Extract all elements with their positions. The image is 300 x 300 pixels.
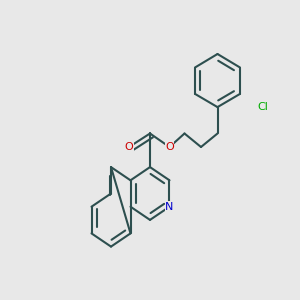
Text: O: O [165,142,174,152]
Text: O: O [124,142,134,152]
Text: N: N [165,202,174,212]
Text: Cl: Cl [257,102,268,112]
